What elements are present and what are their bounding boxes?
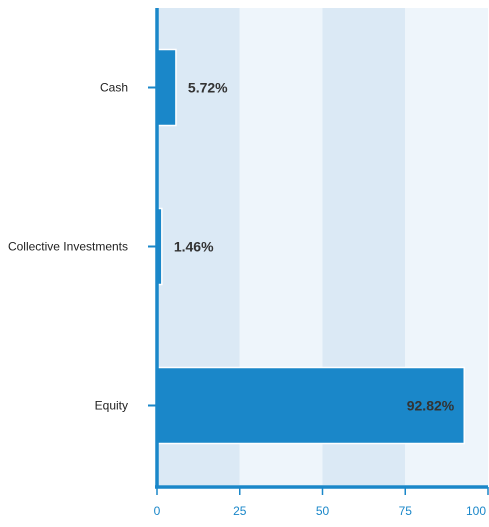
data-label: 5.72% — [188, 80, 228, 96]
category-label: Collective Investments — [8, 240, 128, 254]
data-label: 1.46% — [174, 239, 214, 255]
x-tick-label: 25 — [233, 504, 247, 518]
x-tick-label: 100 — [466, 504, 486, 518]
data-label: 92.82% — [407, 398, 455, 414]
bars — [156, 48, 465, 445]
category-label: Equity — [95, 399, 128, 413]
bar-cash — [156, 48, 177, 127]
x-tick-label: 0 — [154, 504, 161, 518]
bar-equity — [156, 366, 465, 445]
data-labels: 5.72% 1.46% 92.82% — [174, 80, 455, 414]
category-label: Cash — [100, 81, 128, 95]
axes — [148, 8, 489, 495]
x-tick-label: 75 — [399, 504, 413, 518]
category-labels: Cash Collective Investments Equity — [8, 81, 128, 413]
x-tick-label: 50 — [316, 504, 330, 518]
x-tick-labels: 0 25 50 75 100 — [154, 504, 487, 518]
